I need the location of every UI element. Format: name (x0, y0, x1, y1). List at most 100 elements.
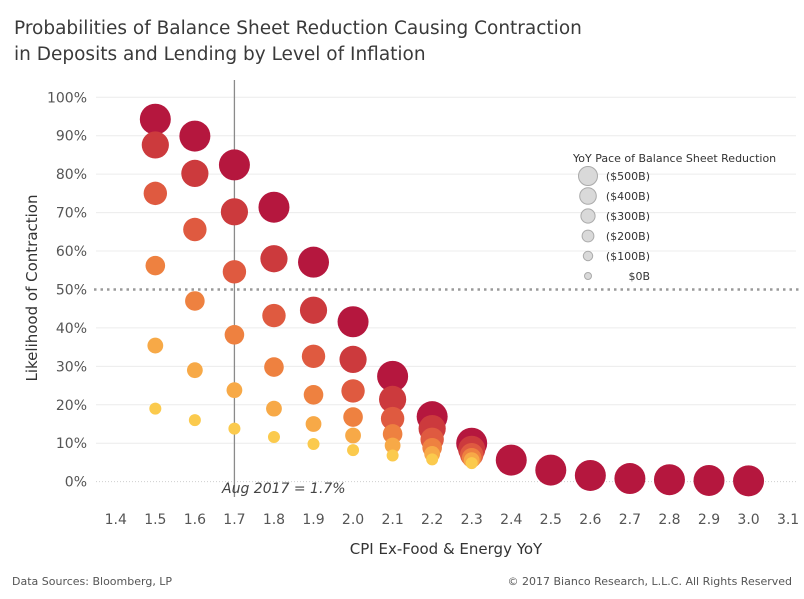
y-tick-label: 40% (56, 321, 87, 337)
data-point (188, 414, 201, 427)
data-points (139, 103, 765, 497)
legend-entry-label: ($400B) (606, 190, 650, 203)
data-point (267, 431, 280, 444)
chart-title-line-1: Probabilities of Balance Sheet Reduction… (14, 18, 582, 39)
x-tick-label: 2.6 (579, 512, 601, 528)
data-point (495, 444, 527, 476)
x-tick-label: 1.4 (105, 512, 127, 528)
data-point (303, 384, 324, 405)
data-point (183, 217, 207, 242)
y-tick-label: 100% (47, 90, 87, 106)
legend-entry-label: ($100B) (606, 250, 650, 263)
legend-entry-label: ($200B) (606, 230, 650, 243)
legend-marker (581, 229, 595, 243)
legend-marker (584, 272, 592, 280)
data-point (149, 402, 162, 415)
data-point (574, 459, 606, 491)
data-point (535, 454, 567, 486)
data-point (337, 306, 369, 338)
x-tick-label: 2.1 (381, 512, 403, 528)
x-tick-label: 2.5 (540, 512, 562, 528)
y-tick-label: 80% (56, 167, 87, 183)
data-point (301, 344, 326, 369)
data-point (185, 291, 205, 311)
legend-entry-label: ($500B) (606, 170, 650, 183)
chart-title-line-2: in Deposits and Lending by Level of Infl… (14, 44, 426, 65)
x-tick-label: 1.7 (223, 512, 245, 528)
data-point (339, 345, 367, 374)
data-point (343, 407, 363, 427)
data-point (693, 464, 725, 496)
y-tick-label: 50% (56, 282, 87, 298)
x-tick-label: 3.1 (777, 512, 799, 528)
data-point (264, 357, 284, 377)
data-point (384, 437, 401, 454)
x-tick-label: 3.0 (737, 512, 759, 528)
legend-marker (580, 208, 596, 224)
x-tick-label: 2.2 (421, 512, 443, 528)
data-point (266, 400, 282, 417)
data-point (218, 149, 250, 181)
x-tick-label: 1.6 (184, 512, 206, 528)
y-tick-label: 0% (65, 475, 87, 491)
y-axis-ticks: 0% 10% 20% 30% 40% 50% 60% 70% 80% 90% 100% (47, 90, 87, 490)
data-source-note: Data Sources: Bloomberg, LP (12, 575, 173, 588)
data-point (179, 120, 211, 152)
data-point (305, 416, 322, 432)
data-point (298, 246, 330, 278)
data-point (147, 337, 164, 354)
data-point (220, 198, 249, 226)
x-axis-label: CPI Ex-Food & Energy YoY (350, 540, 543, 558)
data-point (143, 181, 168, 206)
legend-marker (582, 250, 594, 262)
y-tick-label: 70% (56, 206, 87, 222)
data-point (141, 131, 169, 159)
data-point (382, 424, 403, 444)
y-tick-label: 90% (56, 129, 87, 145)
x-tick-label: 2.4 (500, 512, 522, 528)
x-tick-label: 2.9 (698, 512, 720, 528)
data-point (260, 245, 288, 273)
data-point (347, 444, 360, 457)
legend-title: YoY Pace of Balance Sheet Reduction (572, 152, 776, 165)
data-point (345, 427, 361, 444)
data-point (299, 296, 328, 324)
y-tick-label: 20% (56, 398, 87, 414)
data-point (222, 260, 247, 284)
data-point (379, 385, 407, 413)
x-tick-label: 1.9 (302, 512, 324, 528)
data-point (145, 255, 166, 276)
x-tick-label: 2.3 (461, 512, 483, 528)
legend-entry-label: $0B (628, 270, 650, 283)
x-axis-ticks: 1.4 1.5 1.6 1.7 1.8 1.9 2.0 2.1 2.2 2.3 2.4 2.5 2.6 2… (105, 512, 800, 528)
x-tick-label: 2.0 (342, 512, 364, 528)
y-tick-label: 10% (56, 436, 87, 452)
y-tick-label: 60% (56, 244, 87, 260)
x-tick-label: 2.7 (619, 512, 641, 528)
x-tick-label: 2.8 (658, 512, 680, 528)
data-point (426, 453, 439, 466)
data-point (307, 437, 320, 450)
gridlines (96, 96, 796, 483)
legend-marker (578, 166, 598, 186)
data-point (228, 422, 241, 435)
data-point (181, 159, 209, 187)
data-point (341, 379, 365, 403)
reference-line-label: Aug 2017 = 1.7% (221, 481, 346, 497)
data-point (258, 191, 290, 223)
data-point (226, 382, 243, 399)
legend: YoY Pace of Balance Sheet Reduction ($50… (572, 152, 776, 283)
data-point (465, 457, 478, 470)
data-point (224, 325, 245, 345)
data-point (139, 103, 171, 135)
legend-entry-label: ($300B) (606, 210, 650, 223)
data-point (614, 463, 646, 495)
x-tick-label: 1.8 (263, 512, 285, 528)
data-point (377, 360, 409, 392)
data-point (380, 406, 405, 431)
data-point (733, 465, 765, 497)
copyright-note: © 2017 Bianco Research, L.L.C. All Right… (507, 575, 792, 588)
data-point (386, 449, 399, 462)
data-point (653, 464, 685, 496)
